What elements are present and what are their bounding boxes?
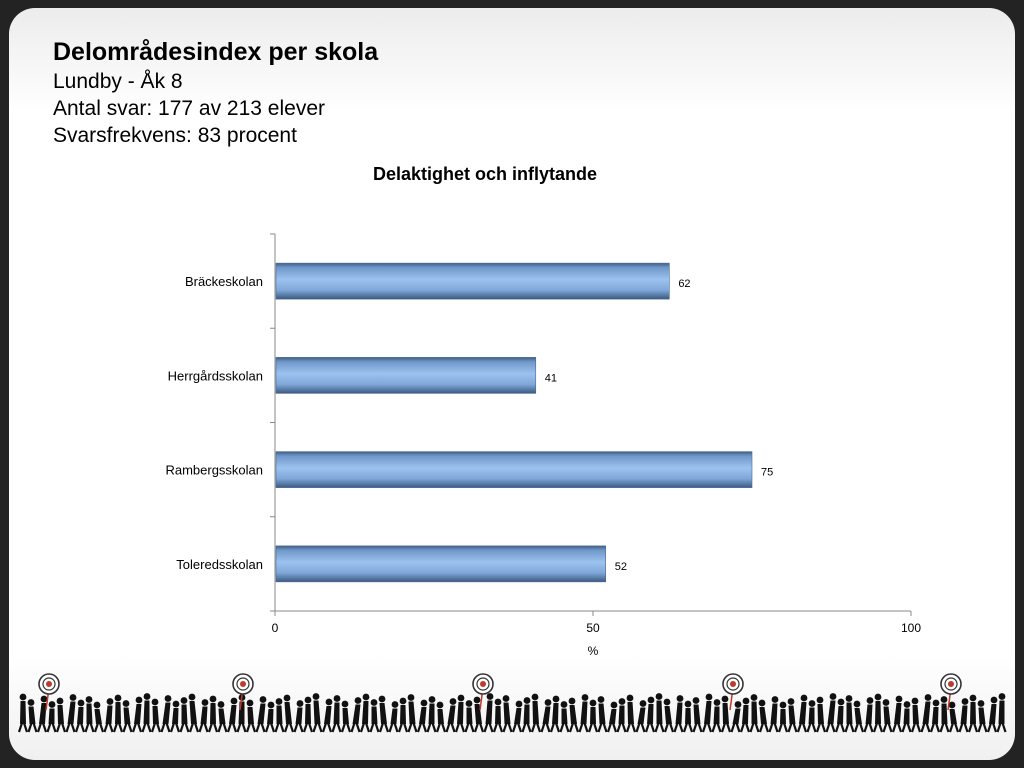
x-tick-label: 50: [586, 621, 600, 635]
data-label: 62: [678, 278, 690, 290]
category-label: Rambergsskolan: [165, 463, 263, 478]
x-tick-label: 100: [901, 621, 921, 635]
header: Delområdesindex per skola Lundby - Åk 8 …: [53, 36, 378, 149]
bar: [275, 262, 670, 300]
category-label: Toleredsskolan: [176, 557, 263, 572]
x-axis-label: %: [588, 644, 599, 658]
bar-chart: Delaktighet och inflytande 0 50 100% Bräcke…: [165, 164, 921, 658]
plot-area: 0 50 100% Bräckeskolan 62 Herrgårdsskolan 41 Ra…: [165, 233, 921, 658]
bar: [275, 451, 753, 488]
category-label: Bräckeskolan: [185, 274, 263, 289]
footer-crowd-image: [17, 673, 1007, 733]
chart-title: Delaktighet och inflytande: [373, 164, 597, 184]
bar: [275, 357, 537, 394]
bar: [275, 545, 607, 583]
page-title: Delområdesindex per skola: [53, 38, 379, 66]
x-tick-label: 0: [272, 621, 279, 635]
subtitle-school-grade: Lundby - Åk 8: [53, 70, 183, 93]
subtitle-responses: Antal svar: 177 av 213 elever: [53, 97, 325, 120]
subtitle-response-rate: Svarsfrekvens: 83 procent: [53, 124, 297, 147]
data-label: 75: [761, 467, 773, 479]
data-label: 41: [545, 372, 557, 384]
category-label: Herrgårdsskolan: [168, 368, 263, 383]
slide: Delområdesindex per skola Lundby - Åk 8 …: [9, 8, 1015, 760]
data-label: 52: [615, 561, 627, 573]
